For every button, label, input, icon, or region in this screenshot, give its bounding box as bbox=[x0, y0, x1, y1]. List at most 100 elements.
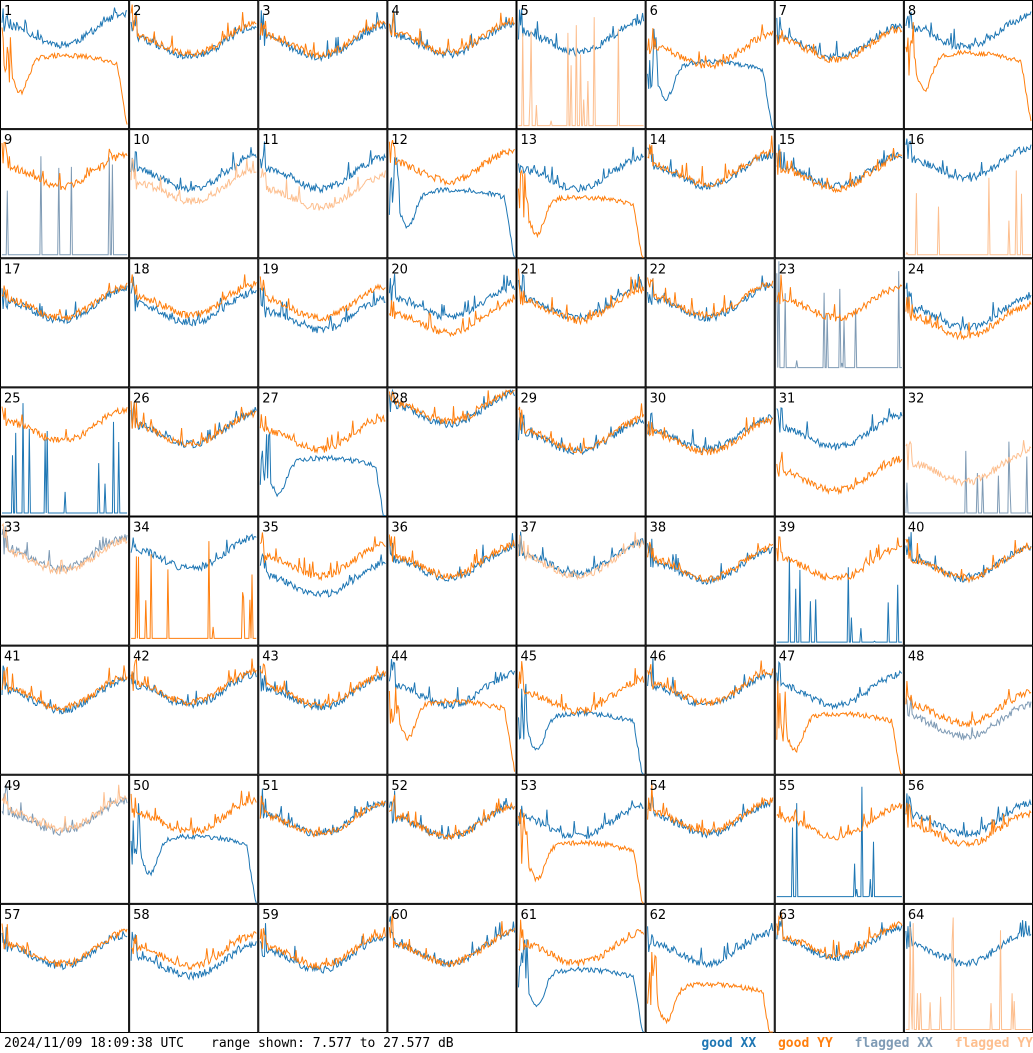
panel-5: 5 bbox=[516, 0, 646, 130]
xx-trace bbox=[905, 138, 1032, 183]
panel-label: 16 bbox=[908, 133, 925, 148]
panel-8: 8 bbox=[903, 0, 1033, 130]
yy-trace bbox=[1, 141, 128, 191]
xx-trace bbox=[259, 665, 386, 711]
panel-frame bbox=[0, 903, 130, 1033]
panel-frame bbox=[645, 645, 775, 775]
panel-frame bbox=[387, 387, 517, 517]
panel-3: 3 bbox=[258, 0, 388, 130]
yy-trace bbox=[259, 19, 386, 60]
panel-frame bbox=[516, 129, 646, 259]
panel-27: 27 bbox=[258, 387, 388, 517]
panel-label: 15 bbox=[779, 133, 796, 148]
yy-trace bbox=[776, 802, 903, 841]
panel-34: 34 bbox=[129, 516, 259, 646]
panel-label: 64 bbox=[908, 908, 925, 923]
yy-trace bbox=[647, 660, 774, 706]
panel-label: 61 bbox=[521, 908, 538, 923]
xx-trace bbox=[130, 533, 257, 572]
xx-trace bbox=[1, 526, 128, 573]
panel-41: 41 bbox=[0, 645, 130, 775]
panel-label: 8 bbox=[908, 4, 916, 19]
xx-trace bbox=[905, 11, 1032, 50]
panel-frame bbox=[0, 0, 130, 130]
xx-trace bbox=[776, 915, 903, 962]
panel-frame bbox=[774, 774, 904, 904]
yy-trace bbox=[388, 139, 515, 187]
panel-58: 58 bbox=[129, 903, 259, 1033]
panel-22: 22 bbox=[645, 258, 775, 388]
panel-label: 45 bbox=[521, 650, 538, 665]
yy-trace bbox=[518, 268, 645, 326]
yy-trace bbox=[776, 680, 902, 775]
panel-label: 3 bbox=[262, 4, 270, 19]
panel-label: 46 bbox=[650, 650, 667, 665]
panel-label: 38 bbox=[650, 521, 667, 536]
xx-trace bbox=[259, 141, 386, 194]
yy-trace bbox=[130, 401, 257, 448]
timestamp: 2024/11/09 18:09:38 UTC bbox=[4, 1036, 185, 1051]
yy-trace bbox=[1, 282, 128, 322]
xx-trace bbox=[1, 7, 128, 49]
xx-trace bbox=[259, 553, 386, 598]
panel-54: 54 bbox=[645, 774, 775, 904]
panel-6: 6 bbox=[645, 0, 775, 130]
panel-label: 63 bbox=[779, 908, 796, 923]
panel-frame bbox=[387, 258, 517, 388]
panel-frame bbox=[516, 903, 646, 1033]
panel-frame bbox=[387, 516, 517, 646]
panel-47: 47 bbox=[774, 645, 904, 775]
panel-37: 37 bbox=[516, 516, 646, 646]
xx-trace bbox=[130, 147, 257, 193]
panel-52: 52 bbox=[387, 774, 517, 904]
panel-label: 11 bbox=[262, 133, 279, 148]
yy-trace bbox=[260, 168, 386, 211]
yy-trace bbox=[1, 27, 128, 125]
panel-label: 18 bbox=[133, 262, 150, 277]
panel-frame bbox=[129, 516, 259, 646]
panel-label: 23 bbox=[779, 262, 796, 277]
panel-frame bbox=[258, 516, 388, 646]
xx-trace bbox=[2, 156, 128, 256]
panel-frame bbox=[774, 129, 904, 259]
xx-trace bbox=[518, 800, 644, 840]
panel-label: 37 bbox=[521, 521, 538, 536]
xx-trace bbox=[259, 287, 386, 334]
yy-trace bbox=[1, 522, 128, 575]
yy-trace bbox=[647, 784, 774, 836]
panel-16: 16 bbox=[903, 129, 1033, 259]
xx-trace bbox=[259, 923, 386, 974]
legend-good-yy: good YY bbox=[777, 1036, 833, 1051]
panel-frame bbox=[645, 774, 775, 904]
panel-frame bbox=[387, 774, 517, 904]
yy-trace bbox=[1, 406, 128, 444]
panel-36: 36 bbox=[387, 516, 517, 646]
panel-label: 40 bbox=[908, 521, 925, 536]
xx-trace bbox=[388, 659, 515, 710]
panel-label: 42 bbox=[133, 650, 150, 665]
panel-label: 1 bbox=[4, 4, 12, 19]
panel-frame bbox=[258, 129, 388, 259]
yy-trace bbox=[259, 663, 386, 710]
xx-trace bbox=[647, 28, 774, 129]
panel-label: 22 bbox=[650, 262, 667, 277]
panel-label: 35 bbox=[262, 521, 279, 536]
panel-frame bbox=[903, 645, 1033, 775]
xx-trace bbox=[776, 786, 902, 898]
yy-trace bbox=[130, 274, 257, 319]
panel-label: 31 bbox=[779, 391, 796, 406]
panel-51: 51 bbox=[258, 774, 388, 904]
panel-frame bbox=[258, 387, 388, 517]
yy-trace bbox=[518, 17, 644, 127]
panel-label: 39 bbox=[779, 521, 796, 536]
panel-label: 26 bbox=[133, 391, 150, 406]
panel-frame bbox=[774, 0, 904, 130]
yy-trace bbox=[518, 403, 645, 454]
panel-label: 49 bbox=[4, 779, 21, 794]
panel-56: 56 bbox=[903, 774, 1033, 904]
xx-trace bbox=[518, 412, 645, 456]
panel-18: 18 bbox=[129, 258, 259, 388]
yy-trace bbox=[905, 296, 1032, 341]
xx-trace bbox=[776, 660, 903, 711]
panel-frame bbox=[516, 774, 646, 904]
